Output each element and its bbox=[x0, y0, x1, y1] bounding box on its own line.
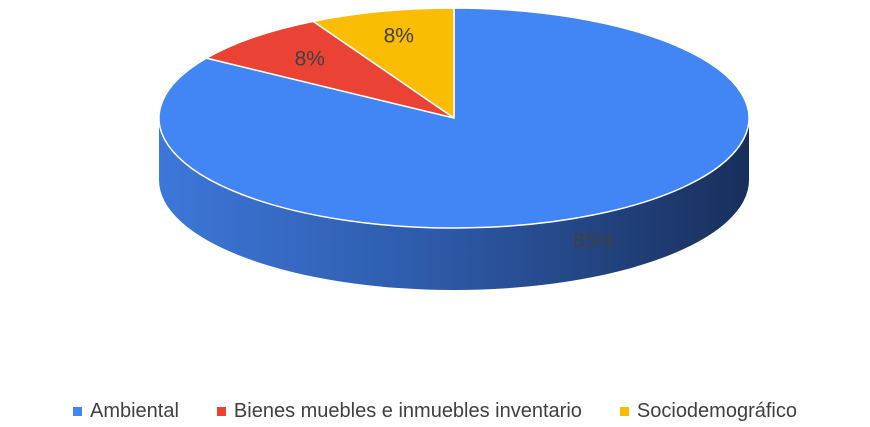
pie-chart: 85% 8% 8% bbox=[158, 7, 750, 290]
pie-label-bienes: 8% bbox=[295, 47, 325, 70]
legend-swatch-ambiental bbox=[72, 406, 82, 416]
pie-side-layer bbox=[159, 118, 749, 290]
legend-label-sociodemografico: Sociodemográfico bbox=[636, 399, 797, 422]
pie-label-ambiental: 85% bbox=[573, 230, 615, 253]
pie-top-layer bbox=[158, 7, 750, 229]
legend-item-ambiental: Ambiental bbox=[72, 399, 179, 423]
pie-slice-sociodemografico bbox=[312, 7, 455, 119]
legend-swatch-bienes bbox=[216, 406, 226, 416]
pie-slice-bienes bbox=[205, 20, 455, 119]
legend-item-sociodemografico: Sociodemográfico bbox=[619, 399, 797, 423]
legend-label-bienes: Bienes muebles e inmuebles inventario bbox=[233, 399, 582, 422]
pie-side-ambiental bbox=[159, 118, 749, 290]
pie-label-sociodemografico: 8% bbox=[384, 25, 414, 48]
legend-label-ambiental: Ambiental bbox=[89, 399, 179, 422]
pie-label-layer: 85% 8% 8% bbox=[295, 25, 615, 253]
legend-swatch-sociodemografico bbox=[619, 406, 629, 416]
legend-item-bienes: Bienes muebles e inmuebles inventario bbox=[216, 399, 582, 423]
legend: Ambiental Bienes muebles e inmuebles inv… bbox=[0, 398, 870, 424]
